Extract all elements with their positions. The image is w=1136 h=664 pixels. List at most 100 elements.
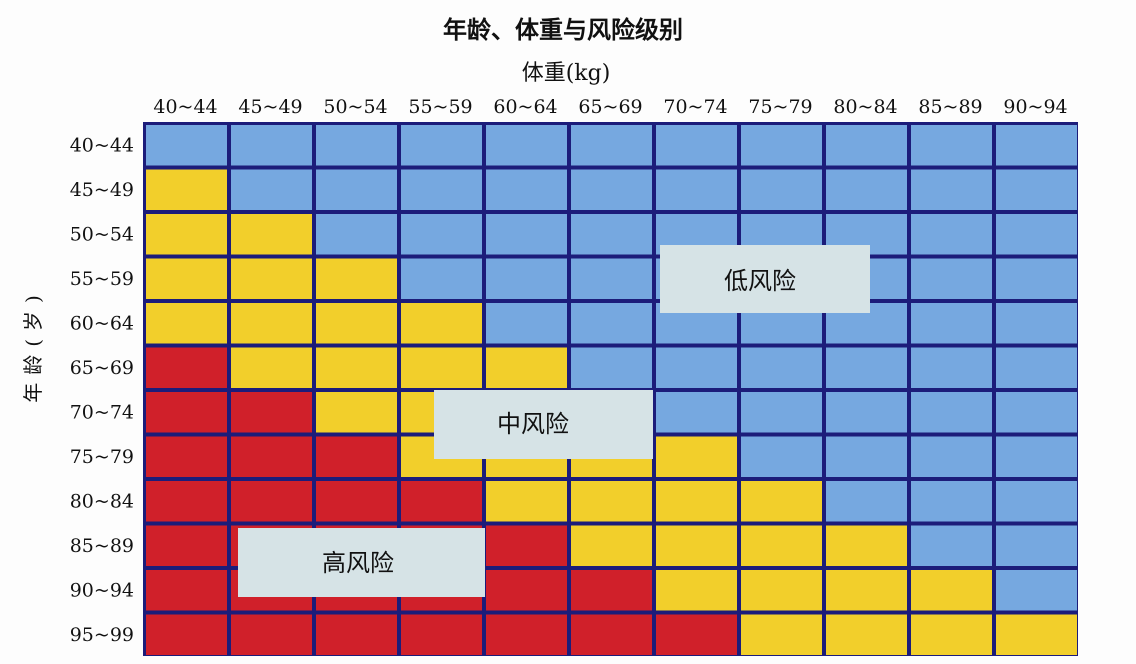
heatmap-cell (316, 614, 397, 655)
heatmap-cell (996, 525, 1077, 566)
heatmap-cell (911, 214, 992, 255)
heatmap-cell (996, 392, 1077, 433)
heatmap-cell (826, 570, 907, 611)
heatmap-cell (741, 436, 822, 477)
heatmap-cell (741, 392, 822, 433)
heatmap-cell (571, 481, 652, 522)
heatmap-cell (146, 169, 227, 210)
heatmap-cell (231, 125, 312, 166)
heatmap-cell (996, 481, 1077, 522)
heatmap-cell (146, 258, 227, 299)
heatmap-cell (231, 214, 312, 255)
heatmap-cell (826, 125, 907, 166)
heatmap-cell (146, 614, 227, 655)
y-tick-label: 45~49 (70, 179, 134, 201)
heatmap-cell (656, 169, 737, 210)
x-axis-label: 体重(kg) (522, 61, 611, 86)
heatmap-cell (571, 347, 652, 388)
heatmap-cell (486, 303, 567, 344)
heatmap-cell (996, 347, 1077, 388)
heatmap-cell (316, 436, 397, 477)
heatmap-cell (146, 392, 227, 433)
heatmap-cell (146, 481, 227, 522)
heatmap-cell (231, 436, 312, 477)
heatmap-cell (486, 570, 567, 611)
heatmap-cell (401, 258, 482, 299)
heatmap-cell (486, 214, 567, 255)
y-tick-label: 70~74 (70, 401, 134, 423)
x-tick-label: 70~74 (663, 96, 727, 118)
heatmap-cell (826, 436, 907, 477)
x-tick-label: 40~44 (153, 96, 217, 118)
heatmap-cell (231, 481, 312, 522)
heatmap-cell (656, 481, 737, 522)
heatmap-cell (401, 169, 482, 210)
heatmap-cell (486, 258, 567, 299)
heatmap-cell (231, 347, 312, 388)
label-low-text: 低风险 (724, 267, 796, 295)
heatmap-cell (486, 125, 567, 166)
heatmap-cell (231, 614, 312, 655)
heatmap-cell (656, 525, 737, 566)
heatmap-cell (996, 214, 1077, 255)
y-tick-label: 95~99 (70, 624, 134, 646)
heatmap-cell (571, 258, 652, 299)
heatmap-cell (401, 214, 482, 255)
y-tick-label: 55~59 (70, 268, 134, 290)
heatmap-cell (401, 481, 482, 522)
heatmap-cell (656, 570, 737, 611)
heatmap-cell (741, 525, 822, 566)
x-tick-label: 80~84 (833, 96, 897, 118)
label-high: 高风险 (238, 528, 485, 597)
heatmap-cell (826, 481, 907, 522)
heatmap-cell (996, 436, 1077, 477)
heatmap-cell (486, 347, 567, 388)
y-tick-label: 80~84 (70, 490, 134, 512)
label-low: 低风险 (660, 245, 870, 313)
heatmap-cell (741, 481, 822, 522)
heatmap-cell (911, 614, 992, 655)
heatmap-cell (316, 125, 397, 166)
heatmap-cell (741, 570, 822, 611)
heatmap-cell (911, 392, 992, 433)
heatmap-cell (911, 436, 992, 477)
heatmap-cell (911, 570, 992, 611)
heatmap-cell (146, 347, 227, 388)
heatmap-cell (146, 214, 227, 255)
heatmap-cell (826, 169, 907, 210)
y-tick-label: 50~54 (70, 223, 134, 245)
heatmap-cell (571, 614, 652, 655)
heatmap-cell (656, 392, 737, 433)
x-tick-label: 65~69 (578, 96, 642, 118)
heatmap-cell (826, 525, 907, 566)
heatmap-cell (571, 303, 652, 344)
heatmap-cell (316, 392, 397, 433)
heatmap-cell (231, 258, 312, 299)
heatmap-cell (231, 169, 312, 210)
y-tick-label: 60~64 (70, 312, 134, 334)
heatmap-cell (146, 303, 227, 344)
heatmap-cell (401, 614, 482, 655)
heatmap-cell (656, 125, 737, 166)
heatmap-cell (911, 303, 992, 344)
x-tick-label: 50~54 (323, 96, 387, 118)
heatmap-cell (656, 347, 737, 388)
x-tick-label: 90~94 (1003, 96, 1067, 118)
heatmap-cell (996, 258, 1077, 299)
heatmap-cell (656, 436, 737, 477)
heatmap-cell (826, 392, 907, 433)
y-tick-label: 85~89 (70, 535, 134, 557)
heatmap-cell (741, 125, 822, 166)
heatmap-cell (486, 481, 567, 522)
heatmap-cell (571, 214, 652, 255)
heatmap-cell (486, 169, 567, 210)
x-tick-label: 85~89 (918, 96, 982, 118)
heatmap-cell (911, 481, 992, 522)
heatmap-cell (571, 570, 652, 611)
heatmap-cell (996, 614, 1077, 655)
heatmap-cell (146, 570, 227, 611)
heatmap-cell (231, 392, 312, 433)
heatmap-cell (826, 614, 907, 655)
x-tick-label: 55~59 (408, 96, 472, 118)
x-tick-label: 60~64 (493, 96, 557, 118)
